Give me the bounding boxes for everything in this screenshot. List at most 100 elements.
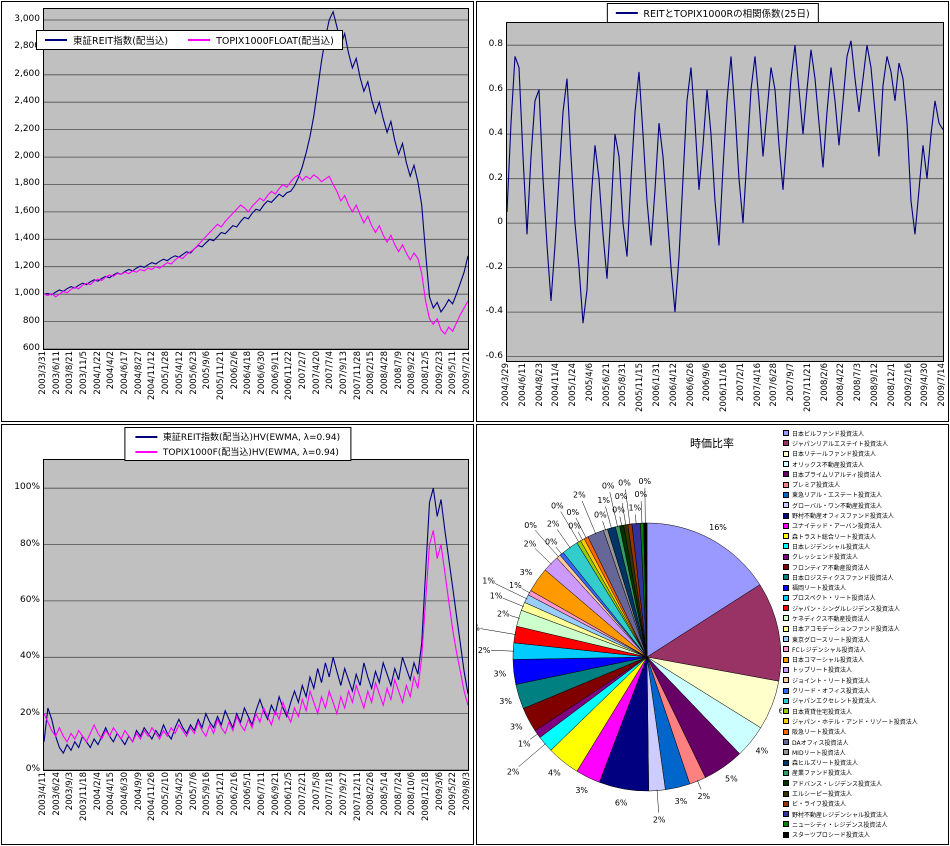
pie-slice-percent-label: 0% <box>566 508 579 517</box>
pie-slice-percent-label: 0% <box>524 521 537 530</box>
pie-label-leader-line <box>502 597 524 607</box>
pie-legend-swatch-icon <box>783 800 789 807</box>
pie-legend-label: エルシーピー投資法人 <box>792 791 853 799</box>
x-tick-label: 2008/12/5 <box>421 351 431 395</box>
pie-legend-item: ニューシティ・レジデンス投資法人 <box>783 819 947 829</box>
x-tick-label: 2006/9/6 <box>702 363 713 402</box>
pie-legend-label: 阪急リート投資法人 <box>792 729 847 737</box>
x-tick-label: 2005/4/12 <box>174 351 185 395</box>
pie-legend-item: 日本リテールファンド投資法人 <box>783 449 947 459</box>
hv-plot-svg <box>44 460 468 770</box>
x-tick-label: 2009/2/16 <box>903 363 914 407</box>
y-tick-label: 1,000 <box>14 288 40 299</box>
pie-legend-label: 東急リアル・エステート投資法人 <box>792 492 882 500</box>
pie-legend-swatch-icon <box>783 697 789 704</box>
pie-legend-item: 産業ファンド投資法人 <box>783 768 947 778</box>
x-tick-label: 2003/11/5 <box>79 351 89 395</box>
pie-legend-item: プレミア投資法人 <box>783 479 947 489</box>
pie-legend-item: 日本アコモデーションファンド投資法人 <box>783 624 947 634</box>
legend-volatility: 東証REIT指数(配当込)HV(EWMA, λ=0.94) TOPIX1000F… <box>123 427 352 461</box>
y-tick-label: 40% <box>19 651 40 662</box>
pie-legend-swatch-icon <box>783 666 789 673</box>
x-tick-label: 2004/1/22 <box>92 351 103 395</box>
pie-label-leader-line <box>697 780 702 790</box>
pie-label-leader-line <box>494 583 528 600</box>
pie-legend-label: クレッシェンド投資法人 <box>792 554 859 562</box>
y-tick-label: 600 <box>22 343 40 353</box>
pie-label-leader-line <box>575 517 587 539</box>
reit_index-plot-svg <box>44 9 468 349</box>
pie-legend-label: プレミア投資法人 <box>792 482 841 490</box>
pie-legend-swatch-icon <box>783 790 789 797</box>
pie-label-leader-line <box>609 492 618 528</box>
pie-legend-item: クレッシェンド投資法人 <box>783 552 947 562</box>
pie-legend-swatch-icon <box>783 821 789 828</box>
y-tick-label: 20% <box>19 707 40 718</box>
x-tick-label: 2006/6/30 <box>256 351 267 395</box>
pie-legend-label: 日本プライムリアルティ投資法人 <box>792 471 882 479</box>
x-tick-label: 2003/6/24 <box>51 772 62 816</box>
pie-legend-item: 東京グロースリート投資法人 <box>783 634 947 644</box>
x-tick-label: 2007/11/21 <box>802 363 813 412</box>
legend-label: REITとTOPIX1000Rの相関係数(25日) <box>643 9 810 20</box>
pie-label-leader-line <box>491 649 515 652</box>
pie-label-leader-line <box>581 500 597 535</box>
pie-legend-label: 日本リテールファンド投資法人 <box>792 451 877 459</box>
x-tick-label: 2006/1/31 <box>651 363 662 407</box>
y-tick-label: 60% <box>19 594 40 605</box>
pie-legend-swatch-icon <box>783 780 789 787</box>
x-tick-label: 2005/9/16 <box>202 772 213 816</box>
x-tick-label: 2003/11/18 <box>79 772 89 821</box>
y-tick-label: 1,600 <box>14 205 40 216</box>
x-tick-label: 2008/12/1 <box>886 363 897 407</box>
pie-chart: 16%12%6%4%5%2%3%2%6%3%4%2%1%3%3%3%2%2%2%… <box>477 477 782 825</box>
x-tick-label: 2005/1/24 <box>568 363 579 407</box>
pie-legend-swatch-icon <box>783 687 789 694</box>
x-tick-label: 2006/5/1 <box>243 772 254 811</box>
pie-slice-percent-label: 3% <box>499 697 512 706</box>
x-tick-label: 2006/7/11 <box>256 772 267 816</box>
x-tick-label: 2009/7/21 <box>462 351 472 395</box>
x-tick-label: 2006/12/5 <box>284 772 295 816</box>
x-tick-label: 2007/4/16 <box>752 363 763 407</box>
x-tick-label: 2009/2/23 <box>434 351 445 395</box>
pie-legend-swatch-icon <box>783 718 789 725</box>
pie-legend-label: ユナイテッド・アーバン投資法人 <box>792 523 882 531</box>
y-tick-label: 2,200 <box>14 123 40 134</box>
x-tick-label: 2004/6/11 <box>517 363 528 407</box>
series-line <box>44 174 468 335</box>
pie-legend-item: 森トラスト総合リート投資法人 <box>783 531 947 541</box>
x-tick-label: 2006/4/18 <box>243 351 254 395</box>
pie-legend-swatch-icon <box>783 759 789 766</box>
legend-item-correlation: REITとTOPIX1000Rの相関係数(25日) <box>615 6 810 20</box>
pie-legend-swatch-icon <box>783 677 789 684</box>
pie-slice-percent-label: 2% <box>653 816 666 825</box>
pie-slice <box>646 522 761 658</box>
y-tick-label: 2,600 <box>14 68 40 79</box>
pie-legend-item: ジャパンリアルエステイト投資法人 <box>783 438 947 448</box>
pie-label-leader-line <box>518 743 547 767</box>
pie-legend-item: ジャパン・ホテル・アンド・リゾート投資法人 <box>783 716 947 726</box>
pie-legend-swatch-icon <box>783 615 789 622</box>
pie-slice-percent-label: 0% <box>594 510 607 519</box>
pie-label-leader-line <box>625 489 631 526</box>
x-tick-label: 2008/2/15 <box>366 351 377 395</box>
series-line-sample-icon <box>134 435 157 438</box>
pie-legend-item: DAオフィス投資法人 <box>783 737 947 747</box>
pie-legend-label: 東京グロースリート投資法人 <box>792 636 870 644</box>
y-tick-label: -0.2 <box>485 261 503 272</box>
y-tick-label: 0% <box>25 764 40 774</box>
x-tick-label: 2003/3/31 <box>38 351 48 395</box>
legend-label: 東証REIT指数(配当込) <box>73 36 169 47</box>
pie-slice-percent-label: 0% <box>612 506 625 515</box>
x-tick-label: 2008/4/22 <box>836 363 847 407</box>
x-tick-label: 2004/11/26 <box>147 772 158 821</box>
pie-legend-swatch-icon <box>783 811 789 818</box>
pie-legend-item: オリックス不動産投資法人 <box>783 459 947 469</box>
x-tick-label: 2006/4/12 <box>668 363 679 407</box>
legend-item-reit-index: 東証REIT指数(配当込) <box>45 33 168 47</box>
pie-slice-percent-label: 1% <box>518 739 531 748</box>
pie-legend-label: 日本アコモデーションファンド投資法人 <box>792 626 900 634</box>
x-tick-label: 2004/4/15 <box>106 772 117 816</box>
x-tick-label: 2005/12/1 <box>215 772 226 816</box>
